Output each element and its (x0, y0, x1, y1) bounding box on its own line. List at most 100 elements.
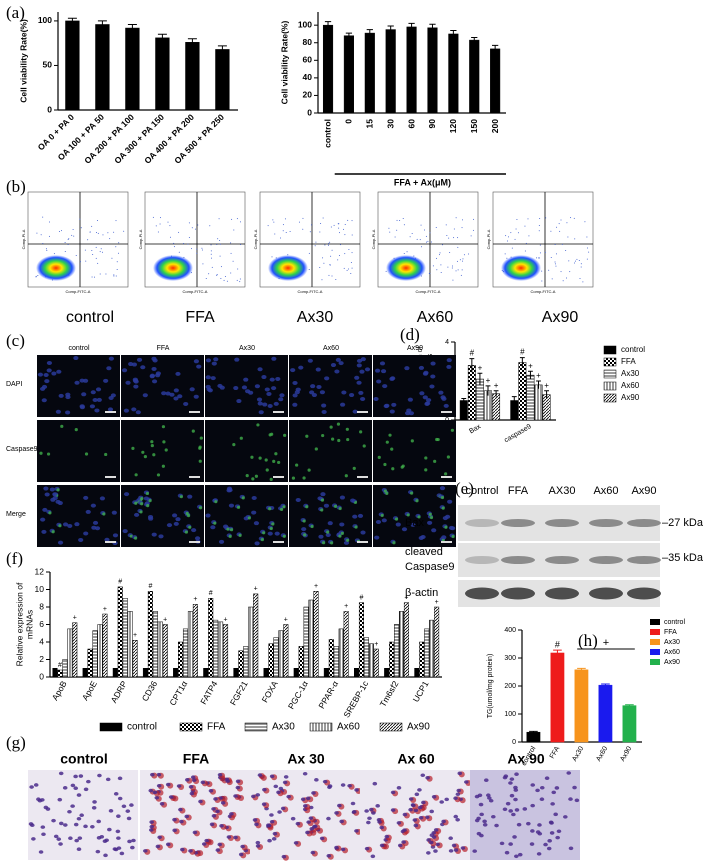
cell-nucleus (482, 819, 487, 824)
cell-nucleus (530, 829, 535, 833)
event-dot (435, 226, 437, 228)
cell-nucleus (148, 788, 154, 793)
nucleus (131, 407, 137, 412)
cell-nucleus (192, 830, 198, 835)
cell-nucleus (513, 797, 518, 802)
cell-nucleus (508, 809, 513, 813)
legend-label: Ax60 (337, 722, 360, 733)
bar (102, 613, 108, 678)
event-dot (428, 272, 430, 274)
bar (338, 628, 344, 678)
nucleus (321, 403, 327, 408)
cell-nucleus (310, 850, 316, 855)
event-dot (451, 267, 453, 269)
bar (127, 611, 133, 678)
nucleus (431, 528, 437, 533)
event-dot (396, 229, 398, 231)
event-dot (324, 244, 326, 246)
cell-nucleus (396, 821, 402, 825)
nucleus (44, 492, 50, 497)
cell-nucleus (322, 779, 328, 784)
caspase-signal (269, 477, 273, 481)
caspase-signal (141, 450, 145, 454)
cell-nucleus (426, 851, 431, 855)
y-tick-label: 60 (303, 55, 313, 65)
x-tick-label: ApoB (50, 679, 69, 702)
cell-nucleus (99, 835, 105, 839)
bar (92, 630, 98, 678)
y-axis-title: mRNAs (24, 610, 34, 639)
cell-nucleus (351, 810, 357, 814)
cell-nucleus (235, 785, 241, 790)
flow-y-label: Comp-PI-A (253, 229, 258, 249)
cell-nucleus (165, 782, 171, 787)
nucleus (438, 390, 444, 395)
event-dot (157, 231, 159, 233)
error-bar (67, 17, 77, 24)
cell-nucleus (290, 816, 296, 821)
micrograph (289, 420, 372, 482)
cell-nucleus (38, 850, 44, 854)
event-dot (322, 217, 324, 219)
flow-x-label: Comp-FITC-A (66, 289, 91, 294)
bar (263, 668, 269, 678)
y-tick-label: 12 (35, 566, 45, 576)
significance-mark: # (555, 640, 560, 650)
cell-nucleus (354, 829, 359, 833)
significance-mark: + (73, 615, 77, 622)
event-dot (231, 218, 233, 220)
event-dot (556, 226, 558, 228)
panel-letter: (a) (6, 3, 25, 22)
cell-nucleus (278, 786, 284, 791)
cell-nucleus (76, 816, 82, 821)
cell-nucleus (57, 797, 63, 802)
cell-nucleus (208, 788, 214, 793)
event-dot (453, 228, 455, 230)
kda-label: –27 kDa (662, 517, 704, 529)
event-dot (351, 234, 353, 236)
nucleus (132, 378, 139, 383)
nucleus (254, 384, 260, 389)
cell-nucleus (502, 775, 508, 780)
event-dot (267, 225, 269, 227)
bar (490, 48, 501, 114)
nucleus (111, 510, 117, 515)
cell-nucleus (233, 835, 238, 840)
event-dot (576, 258, 578, 260)
event-dot (388, 227, 390, 229)
bar (278, 630, 284, 678)
event-dot (394, 236, 396, 238)
event-dot (113, 274, 115, 276)
nucleus (441, 535, 447, 540)
event-dot (402, 218, 404, 220)
significance-mark: + (223, 616, 227, 623)
caspase-signal (164, 448, 168, 452)
cell-nucleus (435, 842, 440, 847)
nucleus (56, 369, 62, 374)
error-bar (187, 38, 197, 46)
bar (313, 591, 319, 678)
cell-nucleus (271, 837, 277, 841)
significance-mark: + (314, 583, 318, 590)
cell-nucleus (113, 792, 119, 796)
cell-nucleus (327, 785, 332, 790)
cell-nucleus (536, 852, 542, 856)
cell-nucleus (156, 772, 162, 777)
nucleus (315, 367, 321, 372)
caspase-signal (161, 464, 165, 468)
event-dot (107, 232, 109, 234)
bar (72, 622, 78, 678)
error-bar (625, 704, 634, 707)
caspase-signal (424, 468, 428, 472)
caspase-signal (150, 443, 154, 448)
x-tick-label: 200 (490, 119, 500, 133)
cell-nucleus (483, 778, 489, 783)
error-bar (217, 45, 227, 53)
y-tick-label: 0 (39, 671, 44, 681)
legend-label: FFA (207, 722, 226, 733)
event-dot (273, 221, 275, 223)
nucleus (340, 402, 346, 407)
event-dot (455, 217, 457, 219)
bar (52, 668, 58, 678)
caspase-signal (391, 467, 395, 471)
